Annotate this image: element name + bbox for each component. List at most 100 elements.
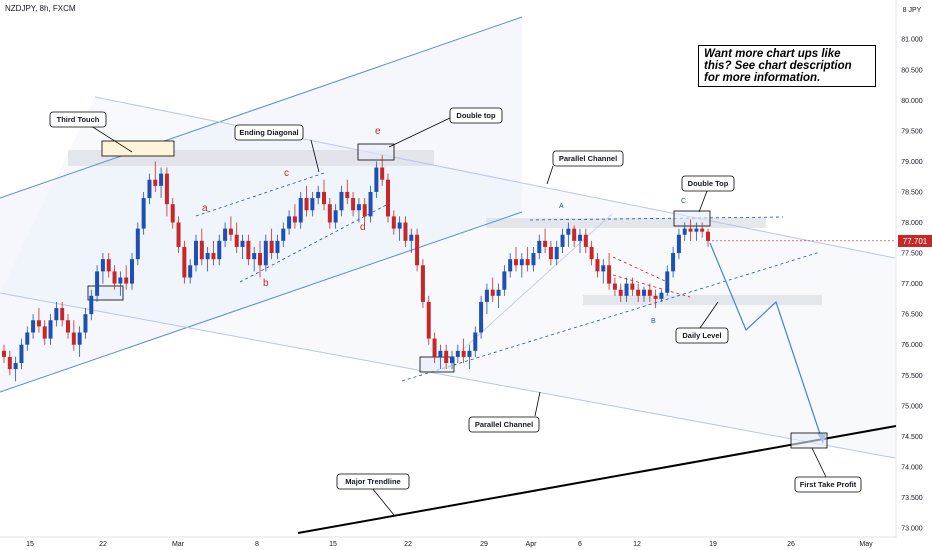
double-top-right-pointer (698, 190, 708, 213)
bottom-box (419, 356, 455, 373)
callout-parallel-channel-top: Parallel Channel (552, 150, 624, 167)
time-tick-label: 26 (787, 541, 795, 548)
candle-body (374, 167, 379, 192)
last-price-badge: 77.701 (898, 235, 932, 247)
major-trendline-pointer (371, 487, 395, 516)
candle-body (182, 246, 187, 278)
upper-channel-bottom (0, 211, 523, 393)
time-tick-label: 22 (99, 541, 107, 548)
svg-text:Major Trendline: Major Trendline (345, 477, 400, 486)
candle-body (461, 350, 466, 357)
candle-body (316, 191, 321, 199)
time-tick-label: 12 (633, 541, 641, 548)
candle-body (13, 363, 18, 370)
candle-body (543, 240, 548, 247)
time-axis[interactable]: 15 22 Mar 8 15 22 29 Apr 6 12 19 26 May (26, 541, 873, 548)
ending-diagonal-top (195, 171, 328, 217)
candle-body (566, 228, 571, 235)
wave-e: e (375, 126, 381, 137)
svg-text:Parallel Channel: Parallel Channel (559, 154, 617, 163)
candle-body (694, 228, 699, 232)
candle-body (525, 259, 530, 266)
candle-body (240, 240, 245, 247)
price-tick-label: 76.500 (901, 312, 923, 319)
candle-body (432, 338, 437, 357)
time-tick-label: 19 (709, 541, 717, 548)
svg-text:77.701: 77.701 (903, 237, 928, 246)
candle-body (647, 289, 652, 296)
candle-body (141, 198, 146, 229)
candle-body (368, 191, 373, 217)
candle-body (322, 191, 326, 205)
candle-body (19, 344, 24, 364)
promo-note: Want more chart ups like this? See chart… (698, 45, 876, 87)
wave-B: B (651, 318, 656, 325)
candle-body (292, 216, 297, 223)
candle-body (671, 253, 676, 272)
candle-body (589, 246, 594, 260)
candle-body (467, 350, 472, 357)
candle-body (71, 332, 76, 345)
price-tick-label: 73.000 (901, 526, 923, 533)
candle-body (31, 320, 36, 333)
candle-body (502, 271, 507, 290)
candle-body (106, 259, 111, 272)
candle-body (496, 289, 501, 296)
candle-body (659, 292, 664, 299)
candle-body (420, 265, 425, 302)
candle-body (223, 228, 228, 241)
candle-body (170, 204, 175, 223)
candle-body (572, 228, 577, 241)
candle-body (42, 326, 47, 339)
candle-body (607, 265, 612, 284)
candle-body (595, 259, 600, 272)
candle-body (624, 283, 629, 296)
candle-body (508, 259, 513, 272)
candle-body (554, 246, 559, 260)
wave-C: C (681, 198, 686, 205)
candle-body (327, 204, 332, 223)
price-tick-label: 79.000 (901, 159, 923, 166)
daily-level-zone (583, 295, 822, 305)
candle-body (426, 301, 431, 339)
candle-body (135, 228, 140, 260)
candle-body (519, 259, 524, 266)
callout-daily-level: Daily Level (675, 327, 729, 344)
price-tick-label: 80.000 (901, 98, 923, 105)
callout-major-trendline: Major Trendline (336, 473, 410, 490)
candle-body (537, 240, 542, 254)
support-dashed (401, 251, 821, 382)
wave-A: A (559, 203, 564, 210)
candle-body (164, 173, 169, 205)
price-tick-label: 75.500 (901, 373, 923, 380)
double-top-box-right (673, 210, 711, 227)
candle-body (130, 259, 134, 284)
svg-text:Double top: Double top (456, 111, 496, 120)
callout-third-touch: Third Touch (49, 111, 107, 128)
candle-body (188, 265, 193, 278)
time-tick-label: 15 (329, 541, 337, 548)
candle-body (351, 198, 356, 211)
svg-text:Double Top: Double Top (688, 179, 729, 188)
flag-bottom (612, 274, 691, 298)
candle-body (112, 271, 117, 284)
candle-body (339, 191, 344, 211)
candle-body (450, 356, 454, 364)
candle-body (618, 289, 623, 296)
time-tick-label: 8 (255, 541, 259, 548)
price-axis[interactable]: 73.000 73.500 74.000 74.500 75.000 75.500 76.0… (901, 37, 923, 533)
svg-text:Ending Diagonal: Ending Diagonal (239, 128, 298, 137)
candle-body (60, 308, 65, 321)
candle-body (66, 320, 70, 333)
candle-body (36, 320, 41, 327)
candle-body (217, 240, 222, 260)
candles (2, 155, 896, 382)
currency-label: 8 JPY (903, 7, 922, 14)
candle-body (473, 332, 478, 351)
candle-body (83, 314, 88, 333)
candle-body (601, 265, 606, 272)
candle-body (176, 222, 181, 247)
price-tick-label: 76.000 (901, 342, 923, 349)
candle-body (100, 259, 105, 272)
